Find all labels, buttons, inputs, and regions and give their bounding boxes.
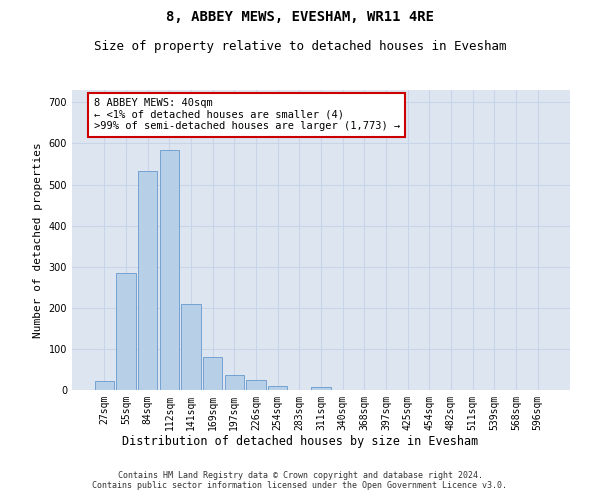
Bar bbox=[95, 381, 114, 390]
Text: Size of property relative to detached houses in Evesham: Size of property relative to detached ho… bbox=[94, 40, 506, 53]
Bar bbox=[224, 375, 244, 390]
Bar bbox=[311, 386, 331, 390]
Bar bbox=[268, 386, 287, 390]
Bar bbox=[203, 357, 223, 390]
Bar bbox=[181, 304, 201, 390]
Bar bbox=[116, 273, 136, 390]
Text: Distribution of detached houses by size in Evesham: Distribution of detached houses by size … bbox=[122, 435, 478, 448]
Bar bbox=[160, 150, 179, 390]
Text: Contains HM Land Registry data © Crown copyright and database right 2024.
Contai: Contains HM Land Registry data © Crown c… bbox=[92, 470, 508, 490]
Text: 8, ABBEY MEWS, EVESHAM, WR11 4RE: 8, ABBEY MEWS, EVESHAM, WR11 4RE bbox=[166, 10, 434, 24]
Bar bbox=[138, 171, 157, 390]
Text: 8 ABBEY MEWS: 40sqm
← <1% of detached houses are smaller (4)
>99% of semi-detach: 8 ABBEY MEWS: 40sqm ← <1% of detached ho… bbox=[94, 98, 400, 132]
Bar bbox=[246, 380, 266, 390]
Y-axis label: Number of detached properties: Number of detached properties bbox=[33, 142, 43, 338]
